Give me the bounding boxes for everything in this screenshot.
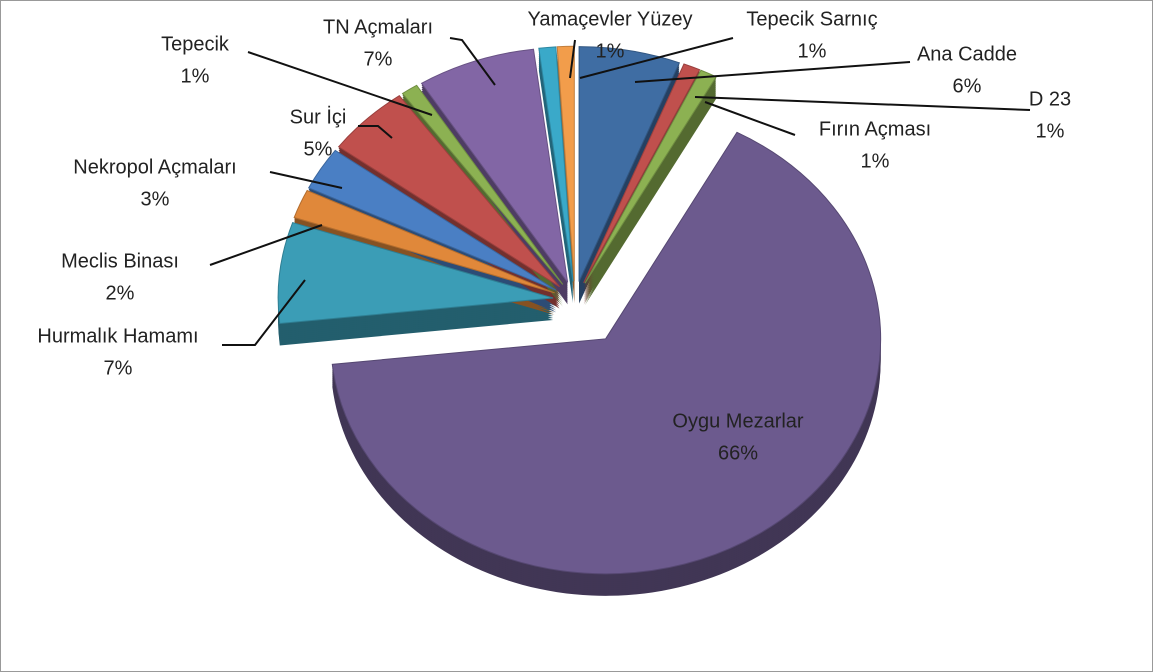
slice-side [538, 62, 573, 298]
slice-side [538, 54, 573, 290]
category-label: Nekropol Açmaları [73, 156, 236, 178]
value-label: 1% [798, 40, 827, 62]
value-label: 7% [364, 48, 393, 70]
value-label: 6% [953, 75, 982, 97]
slice [578, 46, 681, 282]
slice [331, 131, 882, 575]
slice [401, 84, 564, 285]
value-label: 5% [304, 138, 333, 160]
slice [538, 46, 574, 282]
slice-side [538, 68, 573, 304]
slice [277, 221, 554, 325]
category-label: Meclis Binası [61, 250, 179, 272]
leader-line [247, 51, 433, 116]
category-label: Ana Cadde [917, 43, 1017, 65]
category-label: Fırın Açması [819, 118, 931, 140]
leader-line [358, 125, 393, 139]
slice [583, 63, 701, 284]
category-label: Tepecik [161, 33, 230, 55]
leader-line [634, 61, 911, 83]
value-label: 7% [104, 357, 133, 379]
leader-line [222, 279, 306, 346]
slice [307, 149, 557, 291]
category-label: Oygu Mezarlar [672, 410, 803, 432]
slice-side [538, 56, 573, 292]
leader-line [449, 37, 496, 86]
value-label: 66% [718, 442, 758, 464]
value-label: 1% [596, 40, 625, 62]
leader-line [694, 96, 1031, 111]
slice [337, 95, 560, 288]
slice [293, 189, 555, 294]
value-label: 1% [1036, 120, 1065, 142]
category-label: Hurmalık Hamamı [37, 325, 198, 347]
value-label: 2% [106, 282, 135, 304]
labels: Ana Cadde 6% D 23 1% Fırın Açması 1% Oygu Meza… [37, 8, 1071, 464]
leader-line [579, 37, 734, 79]
slice [420, 48, 569, 283]
category-label: TN Açmaları [323, 16, 433, 38]
slice-side [538, 66, 573, 302]
category-label: Tepecik Sarnıç [746, 8, 877, 30]
category-label: Sur İçi [290, 105, 347, 128]
value-label: 3% [141, 188, 170, 210]
leader-line [569, 39, 576, 79]
category-label: Yamaçevler Yüzey [528, 8, 693, 30]
leader-line [269, 171, 343, 189]
category-label: D 23 [1029, 88, 1071, 110]
slice-side [538, 52, 573, 288]
slice-side [538, 64, 573, 300]
leader-line [704, 101, 796, 136]
value-label: 1% [181, 65, 210, 87]
value-label: 1% [861, 150, 890, 172]
pie-tops [277, 45, 882, 575]
leader-line [209, 224, 323, 266]
slice-side [538, 58, 573, 294]
slice-side [538, 60, 573, 296]
